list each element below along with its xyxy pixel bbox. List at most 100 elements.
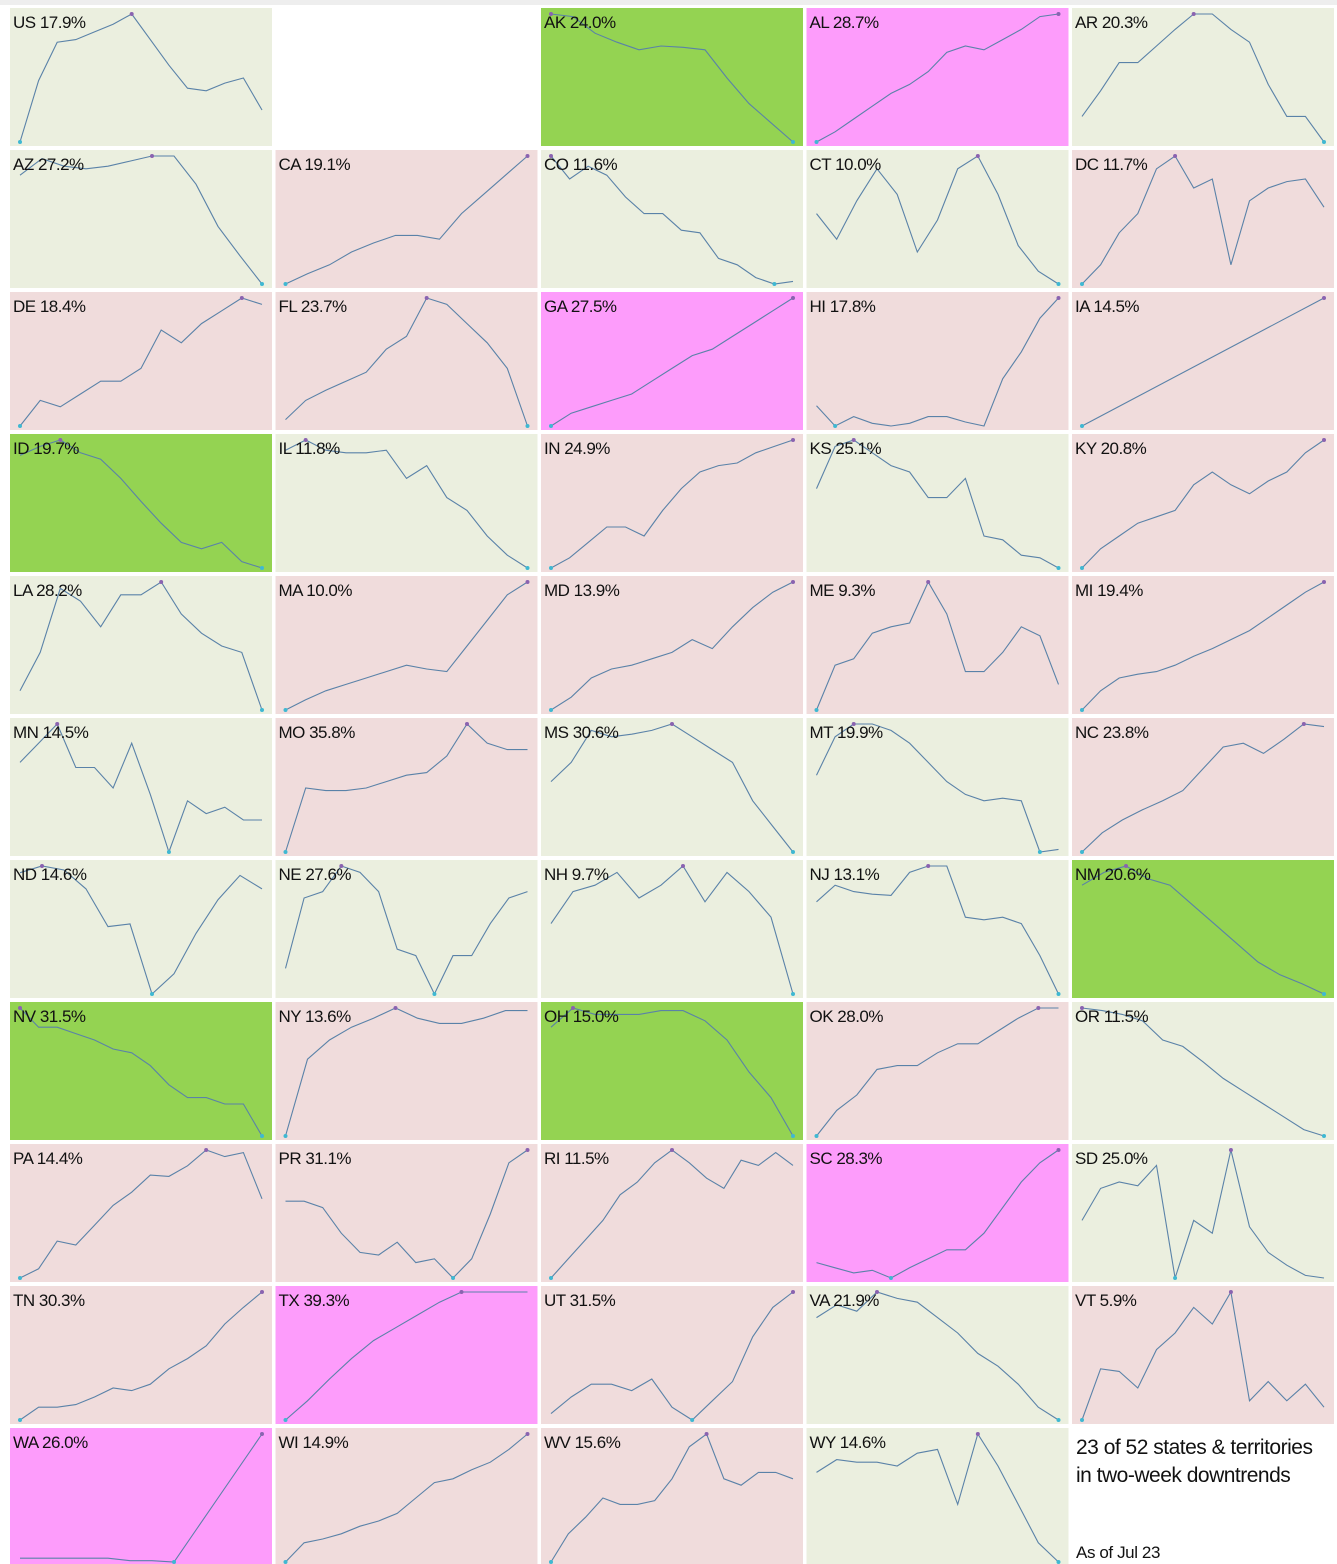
panel-bg: [541, 150, 803, 288]
sparkline: [285, 581, 528, 711]
min-dot: [1080, 282, 1084, 286]
panel-label: TN 30.3%: [13, 1291, 85, 1310]
min-dot: [1080, 566, 1084, 570]
panel-label: NH 9.7%: [544, 865, 609, 884]
sparkline: [1081, 1007, 1325, 1137]
panel-label: VT 5.9%: [1075, 1291, 1137, 1310]
max-dot: [1080, 1006, 1084, 1010]
panel-label: WV 15.6%: [544, 1433, 621, 1452]
sparkline: [284, 865, 528, 996]
summary-text: 23 of 52 states & territories: [1076, 1436, 1312, 1459]
panel: MD 13.9%: [541, 576, 803, 714]
min-dot: [18, 424, 22, 428]
max-dot: [465, 722, 469, 726]
sparkline: [815, 439, 1059, 569]
max-dot: [926, 580, 931, 584]
panel-label: WA 26.0%: [13, 1433, 88, 1452]
sparkline: [816, 723, 1059, 853]
panel: WY 14.6%: [806, 1428, 1069, 1564]
panel-label: CA 19.1%: [279, 155, 351, 174]
min-dot: [150, 992, 154, 996]
panel: HI 17.8%: [806, 292, 1069, 430]
panel-bg: [541, 576, 803, 714]
panel-bg: [806, 434, 1069, 572]
panel-label: DE 18.4%: [13, 297, 86, 316]
panel: KY 20.8%: [1072, 434, 1334, 572]
panel-bg: [806, 1144, 1069, 1282]
panel: LA 28.2%: [10, 576, 272, 714]
panel-label: WY 14.6%: [810, 1433, 886, 1452]
sparkline: [816, 297, 1059, 427]
panel: UT 31.5%: [541, 1286, 803, 1424]
sparkline: [550, 1007, 794, 1137]
min-dot: [283, 850, 288, 854]
panel: SC 28.3%: [806, 1144, 1069, 1282]
panel-label: MO 35.8%: [279, 723, 356, 742]
min-dot: [1322, 1134, 1326, 1138]
panel: TN 30.3%: [10, 1286, 272, 1424]
min-dot: [1080, 1418, 1084, 1422]
panel-bg: [10, 292, 272, 430]
max-dot: [670, 722, 674, 726]
panel: WI 14.9%: [275, 1428, 538, 1564]
sparkline: [19, 1149, 263, 1279]
sparkline: [19, 581, 263, 711]
panel: IA 14.5%: [1072, 292, 1334, 430]
min-dot: [1056, 992, 1061, 996]
min-dot: [18, 1418, 22, 1422]
panel-bg: [1072, 1144, 1334, 1282]
panel-label: LA 28.2%: [13, 581, 82, 600]
min-dot: [260, 282, 264, 286]
panel: MT 19.9%: [806, 718, 1069, 856]
panel-bg: [1072, 8, 1334, 146]
panel: MO 35.8%: [275, 718, 538, 856]
panel-bg: [1072, 1002, 1334, 1140]
min-dot: [260, 1134, 264, 1138]
panel-label: MT 19.9%: [810, 723, 884, 742]
min-dot: [814, 140, 819, 144]
panel-bg: [541, 1002, 803, 1140]
max-dot: [1124, 864, 1128, 868]
min-dot: [549, 424, 553, 428]
panel-label: AK 24.0%: [544, 13, 616, 32]
max-dot: [239, 296, 244, 300]
panel: CO 11.6%: [541, 150, 803, 288]
panel: RI 11.5%: [541, 1144, 803, 1282]
sparkline: [550, 1433, 794, 1563]
panel: ID 19.7%: [10, 434, 272, 572]
panel-bg: [275, 150, 538, 288]
panel: MS 30.6%: [541, 718, 803, 856]
min-dot: [1080, 424, 1084, 428]
max-dot: [525, 1148, 530, 1152]
panel-label: AZ 27.2%: [13, 155, 84, 174]
sparkline: [1081, 297, 1325, 427]
sparkline: [816, 13, 1059, 143]
max-dot: [525, 580, 530, 584]
max-dot: [851, 722, 856, 726]
max-dot: [1301, 722, 1306, 726]
min-dot: [791, 850, 795, 854]
min-dot: [888, 1276, 893, 1280]
min-dot: [451, 1276, 456, 1280]
min-dot: [283, 1418, 288, 1422]
panel-label: IA 14.5%: [1075, 297, 1139, 316]
sparkline: [19, 1291, 263, 1421]
panel-label: DC 11.7%: [1075, 155, 1148, 174]
panel-bg: [275, 1286, 538, 1424]
sparkline: [19, 13, 263, 143]
panel-label: OH 15.0%: [544, 1007, 619, 1026]
panel-bg: [10, 150, 272, 288]
max-dot: [525, 1432, 530, 1436]
panel-bg: [10, 1286, 272, 1424]
max-dot: [459, 1290, 464, 1294]
min-dot: [772, 282, 777, 286]
panel: NC 23.8%: [1072, 718, 1334, 856]
max-dot: [791, 1290, 795, 1294]
panel: ME 9.3%: [806, 576, 1069, 714]
panel-label: ID 19.7%: [13, 439, 79, 458]
min-dot: [814, 1134, 819, 1138]
sparkline: [815, 580, 1060, 711]
max-dot: [1056, 1148, 1061, 1152]
panel-bg: [1072, 718, 1334, 856]
